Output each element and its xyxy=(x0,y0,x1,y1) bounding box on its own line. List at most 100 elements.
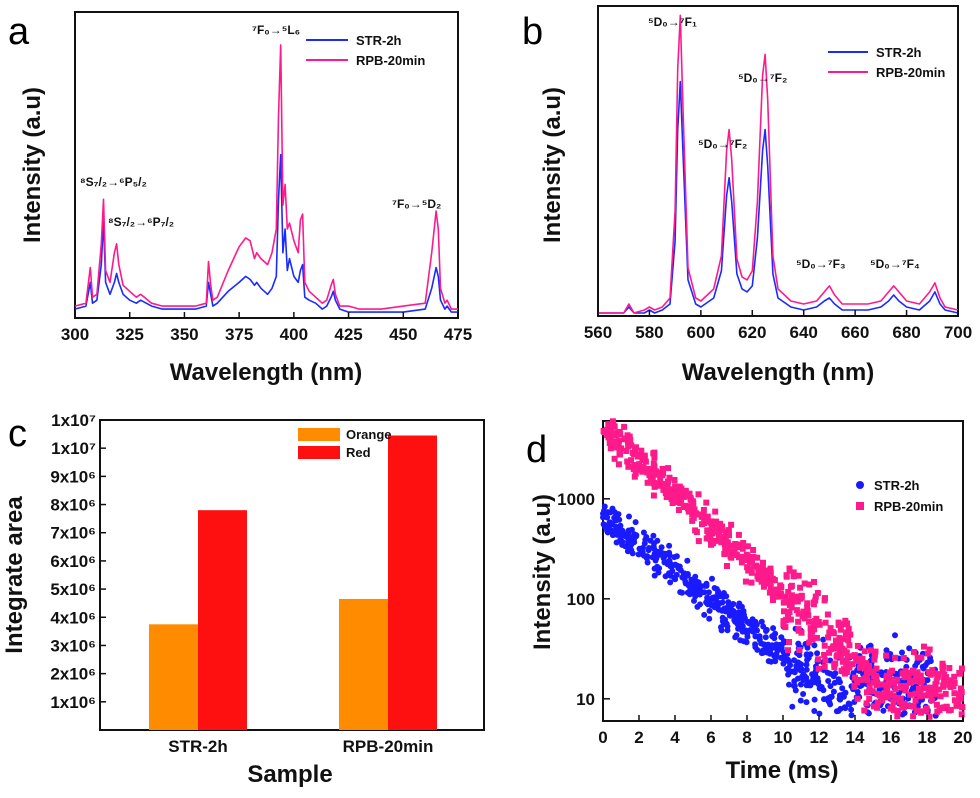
panel-d-point-rpb-20min xyxy=(604,426,611,433)
panel-d-point-rpb-20min xyxy=(801,615,808,622)
panel-d-point-rpb-20min xyxy=(632,462,638,468)
panel-d-point-rpb-20min xyxy=(613,438,619,445)
panel-d-point-rpb-20min xyxy=(837,652,844,659)
panel-d-point-rpb-20min xyxy=(728,521,735,528)
panel-d-point-str-2h xyxy=(627,543,634,550)
panel-d-point-rpb-20min xyxy=(844,620,851,627)
panel-d-point-rpb-20min xyxy=(774,591,781,598)
panel-d-point-rpb-20min xyxy=(761,568,768,575)
panel-d-point-str-2h xyxy=(682,578,689,585)
panel-d-point-str-2h xyxy=(800,691,807,697)
panel-d-point-rpb-20min xyxy=(685,508,692,515)
panel-d-point-rpb-20min xyxy=(630,466,637,473)
panel-d-point-str-2h xyxy=(708,602,715,609)
panel-d-point-rpb-20min xyxy=(795,618,802,625)
panel-d-point-rpb-20min xyxy=(611,455,618,462)
panel-d-point-rpb-20min xyxy=(787,583,794,590)
panel-d-point-rpb-20min xyxy=(824,611,831,618)
panel-d-point-rpb-20min xyxy=(787,616,794,623)
panel-c-bar-orange-rpb xyxy=(339,598,388,730)
panel-d-point-rpb-20min xyxy=(935,671,942,678)
panel-d-point-rpb-20min xyxy=(696,511,703,518)
panel-d-point-str-2h xyxy=(661,559,668,566)
panel-d-point-rpb-20min xyxy=(770,597,776,603)
panel-d-point-rpb-20min xyxy=(871,652,878,659)
panel-d-point-rpb-20min xyxy=(864,677,871,684)
panel-d-point-str-2h xyxy=(740,638,747,645)
panel-d-point-rpb-20min xyxy=(699,521,705,528)
panel-d-point-str-2h xyxy=(835,708,842,714)
panel-b-series-rpb-20min xyxy=(598,14,959,314)
panel-c-ytick-label: 3x10⁶ xyxy=(50,636,96,655)
panel-d-point-rpb-20min xyxy=(700,507,707,513)
panel-b-chart: 560 580 600 620 640 660 680 700 Wavelength (nm)… xyxy=(539,5,972,386)
panel-d-point-rpb-20min xyxy=(810,599,817,606)
panel-d-point-rpb-20min xyxy=(910,649,917,655)
panel-d-point-rpb-20min xyxy=(778,584,785,590)
panel-d-point-rpb-20min xyxy=(645,466,652,472)
panel-d-point-rpb-20min xyxy=(907,691,914,698)
panel-d-point-str-2h xyxy=(671,574,678,581)
panel-d-point-rpb-20min xyxy=(621,423,628,430)
panel-d-point-str-2h xyxy=(602,524,609,531)
panel-d-point-rpb-20min xyxy=(651,480,658,487)
panel-d-point-rpb-20min xyxy=(651,463,658,470)
panel-d-point-str-2h xyxy=(811,642,818,649)
panel-d-legend-marker-str xyxy=(856,481,864,489)
panel-d-point-str-2h xyxy=(725,601,732,608)
panel-d-point-rpb-20min xyxy=(605,421,612,428)
panel-d-point-rpb-20min xyxy=(804,600,811,607)
panel-d-point-rpb-20min xyxy=(695,491,702,498)
panel-d-point-rpb-20min xyxy=(767,565,774,572)
panel-d-point-rpb-20min xyxy=(879,695,885,701)
panel-d-point-str-2h xyxy=(770,625,777,632)
panel-d-point-rpb-20min xyxy=(946,665,953,671)
panel-d-point-rpb-20min xyxy=(649,475,656,481)
panel-d-point-rpb-20min xyxy=(951,697,958,704)
panel-d-point-str-2h xyxy=(773,651,780,658)
panel-d-point-rpb-20min xyxy=(943,703,950,710)
panel-d-point-rpb-20min xyxy=(900,702,907,709)
panel-d-point-rpb-20min xyxy=(735,531,742,538)
panel-d-point-str-2h xyxy=(786,681,792,688)
panel-d-point-rpb-20min xyxy=(687,496,694,503)
panel-d-point-rpb-20min xyxy=(740,553,746,560)
panel-d-point-rpb-20min xyxy=(813,615,820,622)
panel-d-point-str-2h xyxy=(803,666,810,673)
panel-a-frame xyxy=(74,11,459,319)
panel-d-point-rpb-20min xyxy=(807,634,814,640)
panel-d-point-rpb-20min xyxy=(659,465,666,472)
panel-d-point-str-2h xyxy=(754,646,761,653)
panel-d-point-rpb-20min xyxy=(800,608,807,615)
panel-d-point-rpb-20min xyxy=(690,500,697,507)
panel-d-point-rpb-20min xyxy=(651,466,658,473)
panel-d-point-rpb-20min xyxy=(883,652,890,659)
panel-d-xtick-label: 10 xyxy=(774,728,793,747)
panel-d-point-rpb-20min xyxy=(693,510,700,517)
panel-d-point-rpb-20min xyxy=(959,704,966,710)
panel-d-point-rpb-20min xyxy=(825,634,831,641)
panel-d-point-rpb-20min xyxy=(890,692,897,699)
panel-d-point-rpb-20min xyxy=(766,589,773,596)
panel-d-point-rpb-20min xyxy=(785,612,791,619)
panel-d-point-rpb-20min xyxy=(890,707,897,714)
panel-d-point-str-2h xyxy=(654,563,661,570)
panel-d-point-rpb-20min xyxy=(786,609,793,616)
panel-a-xtick-label: 325 xyxy=(116,325,144,344)
panel-d-point-rpb-20min xyxy=(933,678,940,685)
panel-d-point-str-2h xyxy=(655,569,662,576)
panel-d-point-rpb-20min xyxy=(866,688,873,695)
panel-d-point-rpb-20min xyxy=(956,691,963,698)
panel-c-ytick-label: 4x10⁶ xyxy=(50,608,96,627)
panel-d-point-rpb-20min xyxy=(627,436,634,443)
panel-a-xtick-label: 300 xyxy=(61,325,89,344)
panel-d-point-str-2h xyxy=(718,627,725,634)
panel-d-point-str-2h xyxy=(899,649,905,656)
panel-letter-a: a xyxy=(8,11,30,53)
panel-d-point-str-2h xyxy=(854,688,861,695)
panel-d-legend-marker-rpb xyxy=(856,502,864,510)
panel-d-xtick-label: 16 xyxy=(882,728,901,747)
panel-a-plot-area xyxy=(74,44,458,313)
panel-b-xtick-label: 640 xyxy=(790,323,818,342)
panel-d-point-rpb-20min xyxy=(743,551,750,558)
